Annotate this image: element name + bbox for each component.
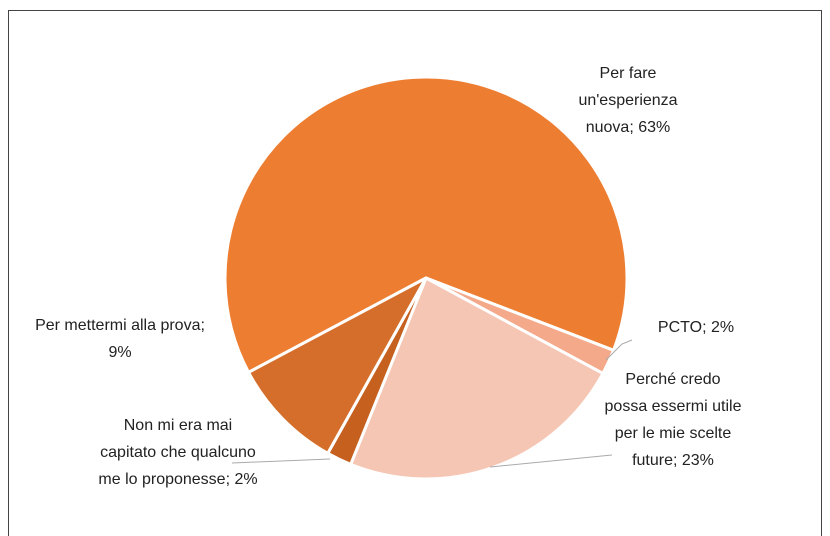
leader-line — [489, 454, 613, 468]
data-label: Non mi era mai capitato che qualcuno me … — [98, 417, 258, 488]
leader-line — [231, 458, 331, 464]
frame — [8, 10, 822, 536]
data-label: Perché credo possa essermi utile per le … — [604, 371, 742, 469]
pie-slice — [247, 276, 428, 455]
data-label: PCTO; 2% — [657, 319, 735, 336]
leader-line — [605, 339, 633, 361]
data-label: Per mettermi alla prova; 9% — [35, 317, 205, 361]
data-label: Per fare un'esperienza nuova; 63% — [578, 65, 678, 136]
pie-slice — [223, 75, 629, 374]
